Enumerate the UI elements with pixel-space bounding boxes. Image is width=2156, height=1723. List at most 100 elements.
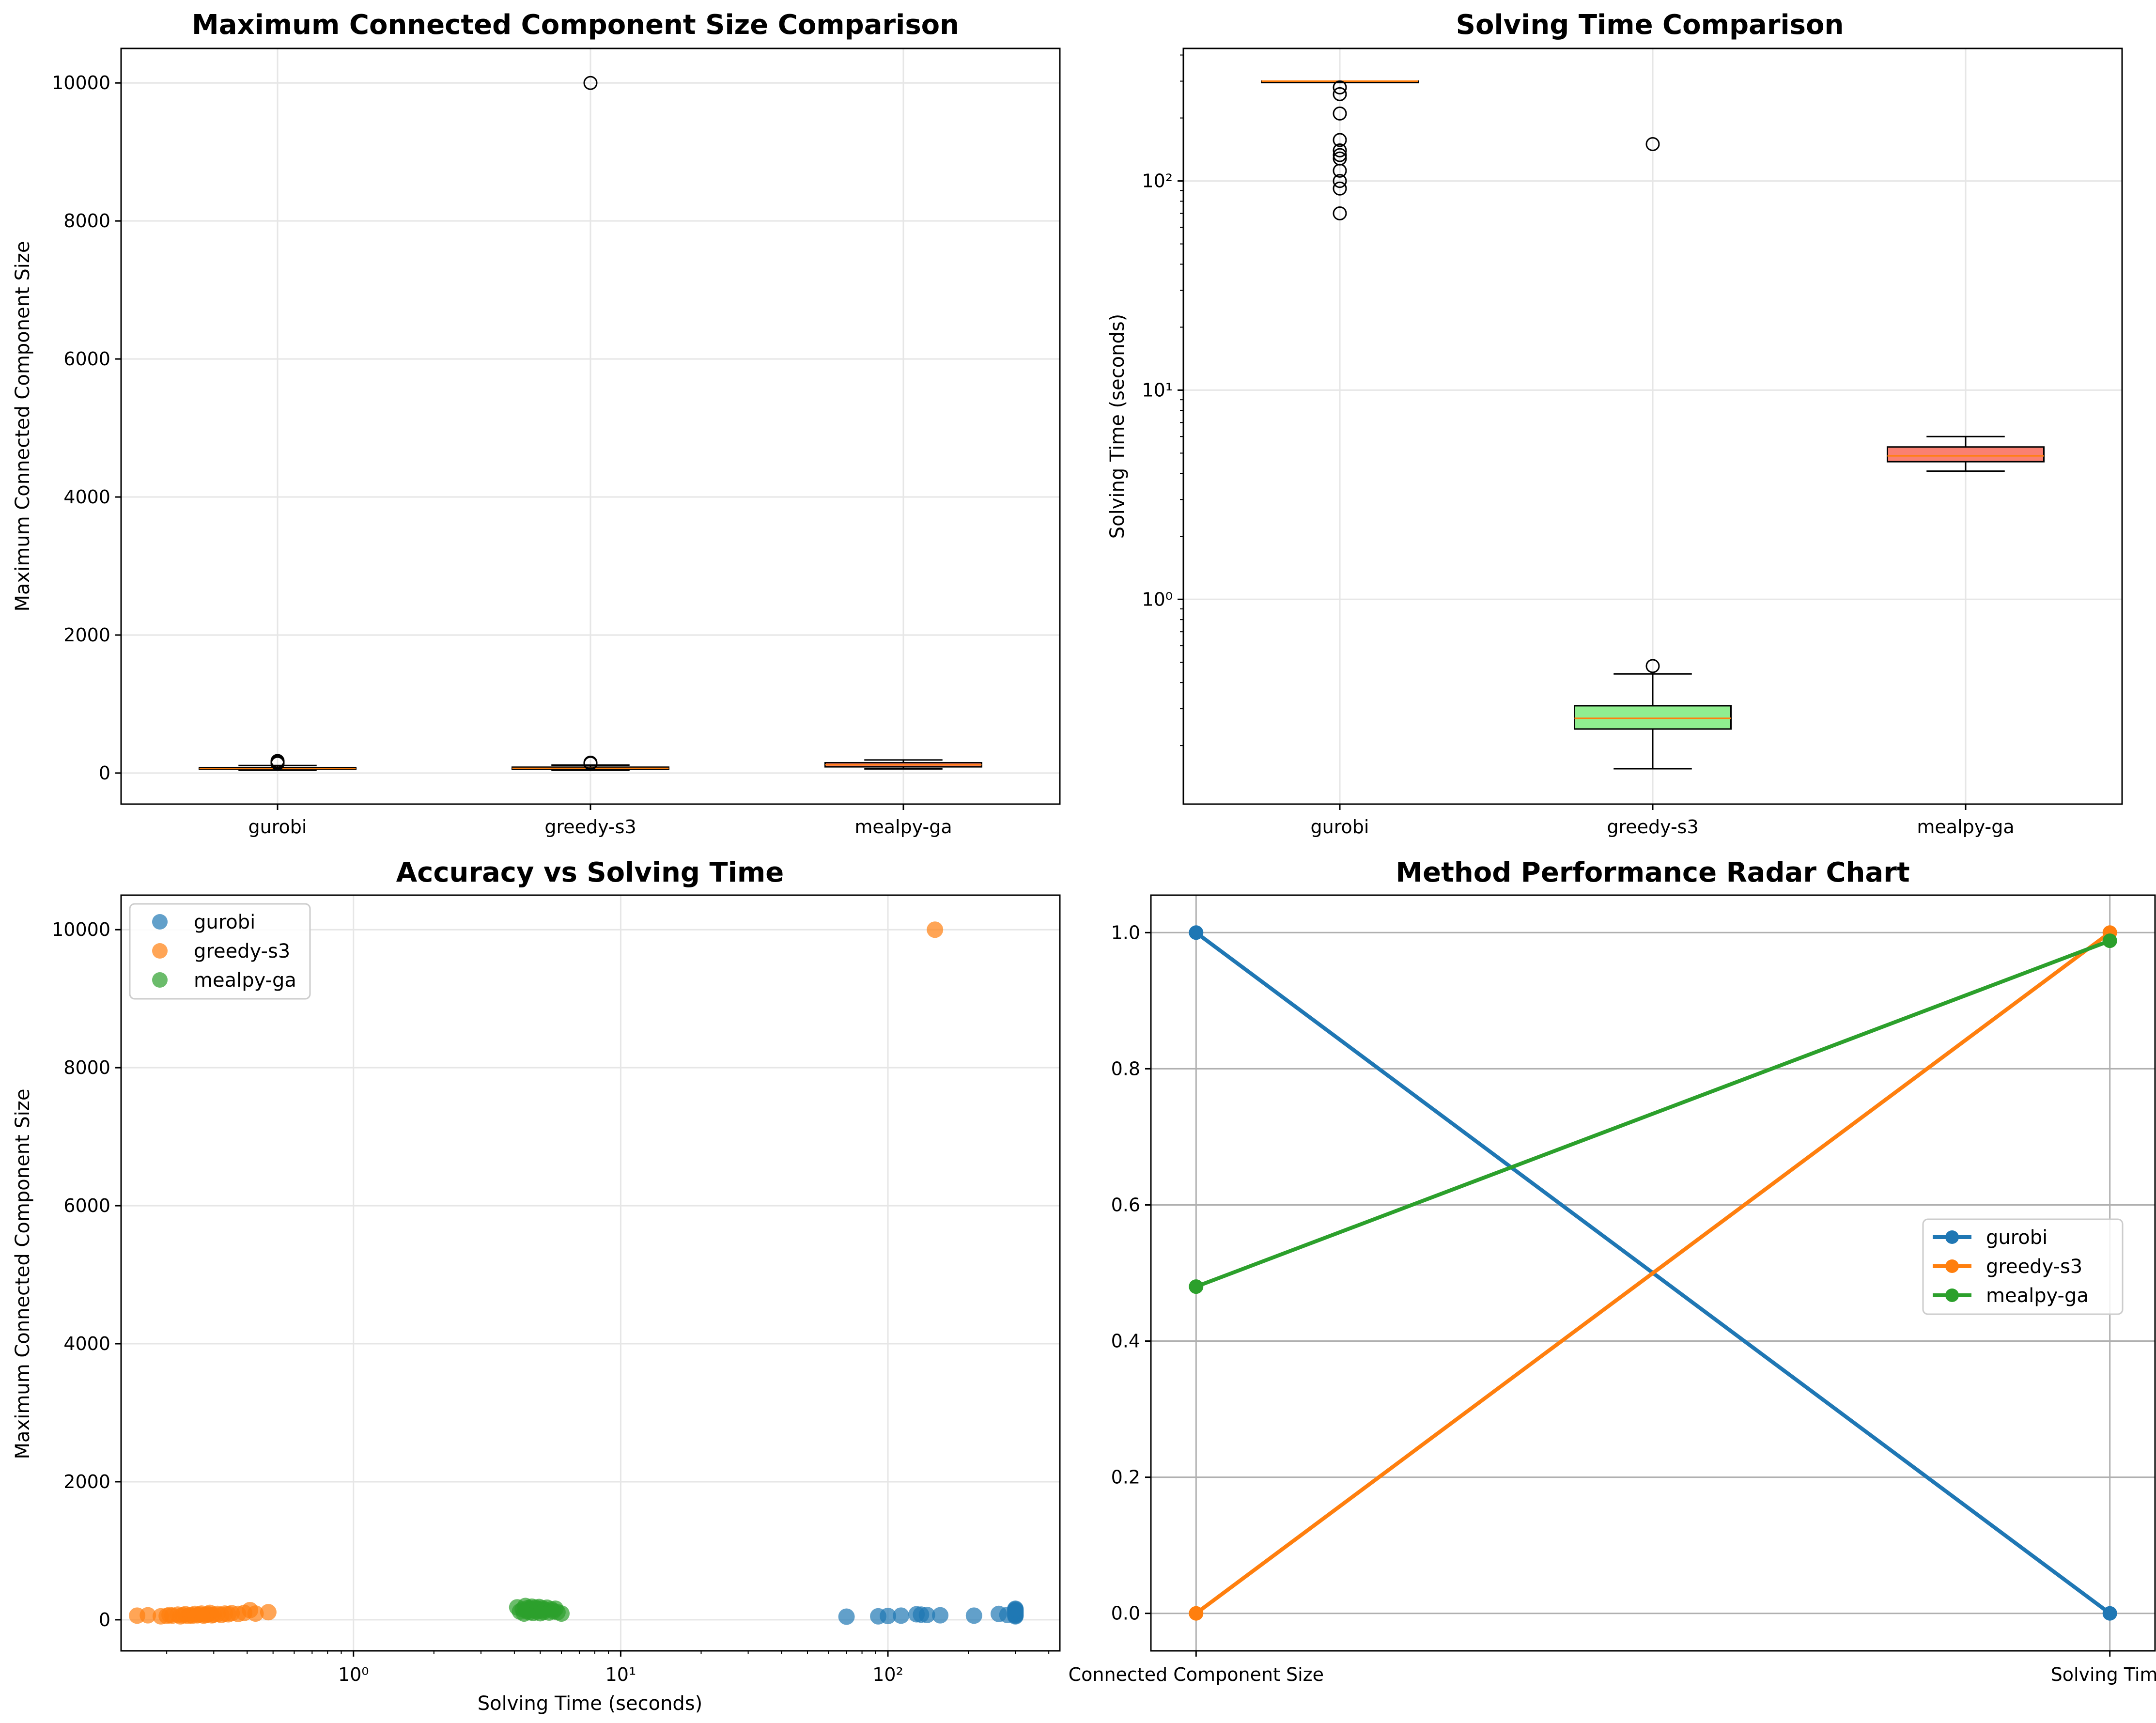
y-tick-label: 2000 [63, 1471, 110, 1492]
y-tick-label: 2000 [63, 624, 110, 646]
outlier-gurobi [1333, 80, 1347, 94]
radar-legend-label-mealpy-ga: mealpy-ga [1986, 1285, 2089, 1307]
box-body-mealpy-ga [1887, 446, 2045, 463]
outlier-gurobi [1333, 174, 1347, 188]
outlier-gurobi [1333, 206, 1347, 220]
box-greedy-s3 [512, 76, 669, 771]
line-point-greedy-s3 [1189, 1606, 1204, 1621]
y-tick-label: 10000 [52, 72, 110, 93]
box-body-greedy-s3 [1574, 705, 1732, 730]
scatter-point-greedy-s3 [247, 1605, 264, 1622]
line-path-mealpy-ga [1195, 939, 2111, 1288]
radar-legend-box [1922, 1218, 2124, 1315]
line-point-gurobi [2102, 1606, 2117, 1621]
outlier-greedy-s3 [583, 76, 598, 90]
outlier-greedy-s3 [1645, 659, 1660, 673]
y-tick-label: 6000 [63, 1195, 110, 1216]
x-tick-label-gurobi: gurobi [248, 816, 307, 838]
scatter-panel: Accuracy vs Solving Time Maximum Connect… [12, 857, 1061, 1715]
x-tick-label: 10⁰ [338, 1664, 369, 1685]
outlier-gurobi [1333, 148, 1347, 162]
scatter-title: Accuracy vs Solving Time [396, 857, 784, 888]
scatter-legend-marker-mealpy-ga [152, 972, 168, 988]
y-tick-label: 0.6 [1111, 1194, 1140, 1215]
box-mealpy-ga [824, 759, 982, 770]
x-tick-label-solving-time: Solving Time [2051, 1664, 2156, 1685]
x-tick-label-greedy-s3: greedy-s3 [544, 816, 636, 838]
x-tick-label-mealpy-ga: mealpy-ga [1917, 816, 2014, 838]
scatter-point-gurobi [932, 1607, 949, 1624]
scatter-point-gurobi [965, 1607, 982, 1624]
y-tick-label: 10000 [52, 919, 110, 940]
scatter-legend: gurobi greedy-s3 mealpy-ga [129, 903, 311, 1000]
line-path-greedy-s3 [1194, 931, 2111, 1615]
outlier-gurobi [1333, 151, 1347, 166]
x-tick-label-gurobi: gurobi [1311, 816, 1369, 838]
scatter-series-greedy-s3 [129, 921, 944, 1625]
scatter-point-mealpy-ga [553, 1605, 570, 1622]
x-tick-label-greedy-s3: greedy-s3 [1607, 816, 1698, 838]
scatter-legend-marker-gurobi [152, 914, 168, 930]
scatter-legend-box [129, 903, 311, 1000]
radar-title: Method Performance Radar Chart [1396, 857, 1909, 888]
outlier-gurobi [1333, 181, 1347, 196]
scatter-series-mealpy-ga [509, 1598, 570, 1622]
y-tick-label: 8000 [63, 210, 110, 232]
mccs-boxplot-ylabel: Maximum Connected Component Size [12, 241, 34, 612]
y-tick-label: 4000 [63, 1333, 110, 1354]
x-tick-label: 10¹ [605, 1664, 636, 1685]
scatter-legend-marker-greedy-s3 [152, 943, 168, 959]
scatter-point-greedy-s3 [140, 1607, 156, 1624]
y-tick-label: 6000 [63, 348, 110, 370]
radar-axes-frame [1150, 894, 2156, 1652]
radar-legend-label-greedy-s3: greedy-s3 [1986, 1256, 2082, 1278]
line-point-gurobi [1189, 925, 1204, 940]
radar-legend-label-gurobi: gurobi [1986, 1226, 2047, 1249]
y-tick-label: 8000 [63, 1057, 110, 1078]
box-greedy-s3 [1574, 137, 1732, 770]
y-tick-label: 0.4 [1111, 1331, 1140, 1352]
y-tick-label: 0 [99, 762, 110, 784]
y-tick-label: 0.0 [1111, 1603, 1140, 1624]
radar-legend-marker-greedy-s3 [1945, 1259, 1959, 1273]
scatter-point-gurobi [893, 1607, 910, 1624]
x-tick-label-connected-component-size: Connected Component Size [1069, 1664, 1324, 1685]
radar-legend-marker-gurobi [1945, 1230, 1959, 1244]
scatter-point-gurobi [1007, 1600, 1024, 1617]
y-tick-label: 10² [1142, 171, 1173, 192]
line-series-mealpy-ga [1189, 933, 2117, 1294]
scatter-xlabel: Solving Time (seconds) [478, 1692, 703, 1715]
scatter-legend-label-gurobi: gurobi [194, 911, 255, 933]
outlier-gurobi [1333, 133, 1347, 147]
y-tick-label: 0.2 [1111, 1467, 1140, 1488]
outlier-gurobi [1333, 143, 1347, 157]
scatter-legend-label-mealpy-ga: mealpy-ga [194, 969, 296, 992]
y-tick-label: 10⁰ [1142, 589, 1173, 610]
scatter-point-greedy-s3 [927, 921, 944, 938]
box-gurobi [1261, 80, 1419, 220]
scatter-point-greedy-s3 [260, 1604, 277, 1621]
scatter-series-gurobi [838, 1600, 1024, 1625]
time-boxplot-panel: Solving Time Comparison Solving Time (se… [1106, 9, 2123, 838]
y-tick-label: 10¹ [1142, 379, 1173, 401]
scatter-point-gurobi [918, 1606, 935, 1623]
scatter-axes-frame [120, 894, 1061, 1652]
radar-panel: Method Performance Radar Chart 0.0 0.2 0.4… [1069, 857, 2156, 1685]
outlier-greedy-s3 [1645, 137, 1660, 152]
scatter-point-gurobi [838, 1608, 855, 1625]
time-boxplot-axes-frame [1182, 47, 2123, 805]
outlier-gurobi [1333, 106, 1347, 121]
y-tick-label: 4000 [63, 486, 110, 508]
y-tick-label: 0.8 [1111, 1058, 1140, 1079]
radar-legend-marker-mealpy-ga [1945, 1288, 1959, 1302]
box-gurobi [199, 754, 357, 771]
outlier-gurobi [1333, 87, 1347, 101]
box-mealpy-ga [1887, 435, 2045, 472]
line-point-mealpy-ga [1189, 1279, 1204, 1294]
time-boxplot-ylabel: Solving Time (seconds) [1106, 314, 1129, 539]
outlier-greedy-s3 [583, 756, 598, 770]
y-tick-label: 0 [99, 1609, 110, 1630]
time-boxplot-title: Solving Time Comparison [1456, 9, 1844, 41]
mccs-boxplot-title: Maximum Connected Component Size Compari… [192, 9, 959, 41]
